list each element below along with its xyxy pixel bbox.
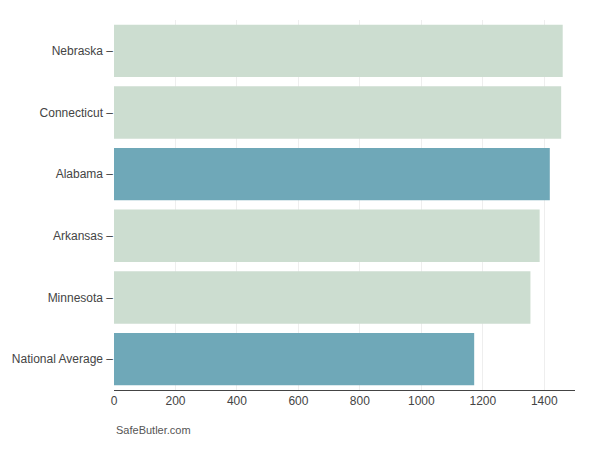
svg-text:Nebraska –: Nebraska – — [52, 44, 114, 58]
svg-text:Connecticut –: Connecticut – — [40, 106, 114, 120]
svg-text:1000: 1000 — [408, 394, 435, 408]
svg-text:0: 0 — [111, 394, 118, 408]
svg-text:400: 400 — [227, 394, 247, 408]
svg-text:200: 200 — [165, 394, 185, 408]
svg-text:National Average –: National Average – — [12, 352, 114, 366]
svg-text:1400: 1400 — [531, 394, 558, 408]
svg-text:1200: 1200 — [469, 394, 496, 408]
svg-text:Alabama –: Alabama – — [56, 167, 114, 181]
svg-text:SafeButler.com: SafeButler.com — [116, 424, 191, 436]
svg-text:Arkansas –: Arkansas – — [53, 229, 113, 243]
svg-text:Minnesota –: Minnesota – — [48, 291, 114, 305]
svg-text:800: 800 — [350, 394, 370, 408]
svg-text:600: 600 — [288, 394, 308, 408]
